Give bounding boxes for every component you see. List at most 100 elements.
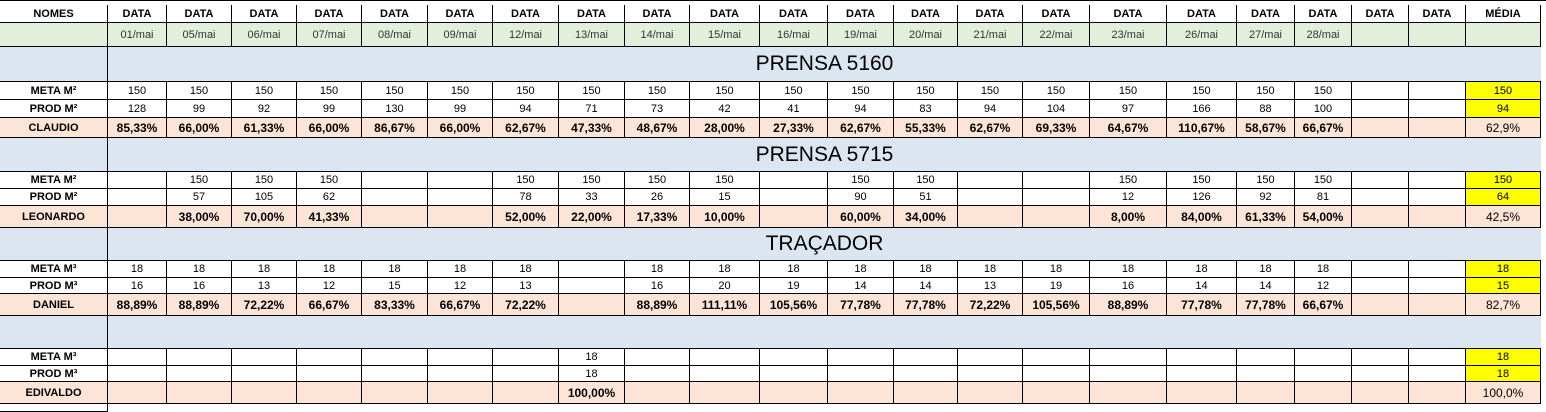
column-header-data[interactable]: DATA (1352, 5, 1409, 23)
prod-value-cell[interactable]: 92 (1237, 189, 1295, 206)
meta-value-cell[interactable]: 150 (232, 82, 297, 100)
prod-value-cell[interactable]: 13 (958, 278, 1023, 294)
prod-value-cell[interactable]: 166 (1167, 100, 1237, 118)
meta-value-cell[interactable]: 150 (1237, 172, 1295, 189)
meta-value-cell[interactable] (958, 172, 1023, 189)
prod-value-cell[interactable]: 16 (625, 278, 690, 294)
column-header-media[interactable]: MÉDIA (1466, 5, 1541, 23)
prod-value-cell[interactable] (428, 189, 493, 206)
percent-cell[interactable]: 55,33% (894, 118, 958, 138)
percent-cell[interactable]: 66,67% (428, 294, 493, 316)
percent-cell[interactable]: 105,56% (1023, 294, 1090, 316)
meta-value-cell[interactable] (690, 349, 760, 366)
meta-value-cell[interactable]: 18 (232, 261, 297, 278)
avg-percent-cell[interactable]: 100,0% (1466, 382, 1541, 404)
date-cell[interactable]: 06/mai (232, 23, 297, 47)
prod-value-cell[interactable]: 15 (690, 189, 760, 206)
prod-value-cell[interactable]: 12 (1090, 189, 1167, 206)
prod-value-cell[interactable] (108, 189, 167, 206)
prod-value-cell[interactable]: 20 (690, 278, 760, 294)
date-cell[interactable]: 12/mai (493, 23, 559, 47)
percent-cell[interactable]: 62,67% (828, 118, 894, 138)
date-cell-media[interactable] (1466, 23, 1541, 47)
percent-cell[interactable] (362, 382, 428, 404)
meta-value-cell[interactable]: 150 (108, 82, 167, 100)
percent-cell[interactable] (690, 382, 760, 404)
prod-value-cell[interactable]: 14 (894, 278, 958, 294)
prod-value-cell[interactable] (1352, 278, 1409, 294)
meta-value-cell[interactable]: 150 (1167, 172, 1237, 189)
percent-cell[interactable] (232, 382, 297, 404)
percent-cell[interactable] (625, 382, 690, 404)
percent-cell[interactable]: 61,33% (232, 118, 297, 138)
percent-cell[interactable]: 105,56% (760, 294, 828, 316)
meta-value-cell[interactable] (625, 349, 690, 366)
prod-value-cell[interactable] (625, 366, 690, 382)
percent-cell[interactable] (828, 382, 894, 404)
column-header-data[interactable]: DATA (894, 5, 958, 23)
percent-cell[interactable] (108, 382, 167, 404)
percent-cell[interactable] (958, 206, 1023, 228)
percent-cell[interactable] (559, 294, 625, 316)
meta-value-cell[interactable]: 150 (625, 82, 690, 100)
meta-value-cell[interactable]: 150 (828, 172, 894, 189)
prod-value-cell[interactable]: 81 (1295, 189, 1352, 206)
meta-value-cell[interactable] (1167, 349, 1237, 366)
meta-value-cell[interactable]: 150 (1237, 82, 1295, 100)
percent-cell[interactable]: 100,00% (559, 382, 625, 404)
percent-cell[interactable]: 58,67% (1237, 118, 1295, 138)
prod-value-cell[interactable]: 33 (559, 189, 625, 206)
meta-value-cell[interactable]: 18 (1023, 261, 1090, 278)
meta-value-cell[interactable] (1409, 349, 1466, 366)
prod-value-cell[interactable]: 105 (232, 189, 297, 206)
prod-value-cell[interactable]: 100 (1295, 100, 1352, 118)
date-cell[interactable]: 08/mai (362, 23, 428, 47)
avg-meta-cell[interactable]: 18 (1466, 261, 1541, 278)
date-cell[interactable]: 26/mai (1167, 23, 1237, 47)
prod-value-cell[interactable]: 99 (167, 100, 232, 118)
date-cell[interactable]: 16/mai (760, 23, 828, 47)
meta-value-cell[interactable]: 150 (1023, 82, 1090, 100)
percent-cell[interactable] (760, 382, 828, 404)
percent-cell[interactable] (958, 382, 1023, 404)
meta-value-cell[interactable]: 150 (493, 172, 559, 189)
meta-value-cell[interactable] (108, 349, 167, 366)
percent-cell[interactable]: 52,00% (493, 206, 559, 228)
meta-value-cell[interactable]: 150 (559, 172, 625, 189)
percent-cell[interactable] (493, 382, 559, 404)
date-cell[interactable]: 01/mai (108, 23, 167, 47)
column-header-names[interactable]: NOMES (0, 5, 108, 23)
prod-value-cell[interactable]: 18 (559, 366, 625, 382)
prod-value-cell[interactable]: 94 (828, 100, 894, 118)
percent-cell[interactable]: 84,00% (1167, 206, 1237, 228)
date-cell[interactable]: 14/mai (625, 23, 690, 47)
prod-value-cell[interactable]: 16 (1090, 278, 1167, 294)
percent-cell[interactable] (894, 382, 958, 404)
meta-value-cell[interactable]: 18 (894, 261, 958, 278)
meta-value-cell[interactable] (297, 349, 362, 366)
meta-value-cell[interactable]: 150 (690, 82, 760, 100)
prod-value-cell[interactable] (1409, 100, 1466, 118)
avg-prod-cell[interactable]: 15 (1466, 278, 1541, 294)
meta-value-cell[interactable]: 150 (625, 172, 690, 189)
meta-value-cell[interactable]: 150 (167, 172, 232, 189)
meta-value-cell[interactable]: 18 (428, 261, 493, 278)
prod-value-cell[interactable]: 19 (760, 278, 828, 294)
prod-label[interactable]: PROD M³ (0, 278, 108, 294)
meta-value-cell[interactable]: 150 (958, 82, 1023, 100)
percent-cell[interactable]: 72,22% (958, 294, 1023, 316)
column-header-data[interactable]: DATA (1090, 5, 1167, 23)
prod-value-cell[interactable]: 94 (958, 100, 1023, 118)
column-header-data[interactable]: DATA (1295, 5, 1352, 23)
meta-label[interactable]: META M² (0, 82, 108, 100)
prod-label[interactable]: PROD M³ (0, 366, 108, 382)
meta-value-cell[interactable] (493, 349, 559, 366)
prod-label[interactable]: PROD M² (0, 100, 108, 118)
column-header-data[interactable]: DATA (1409, 5, 1466, 23)
percent-cell[interactable] (1167, 382, 1237, 404)
percent-cell[interactable] (428, 206, 493, 228)
prod-value-cell[interactable]: 13 (232, 278, 297, 294)
meta-value-cell[interactable] (828, 349, 894, 366)
prod-value-cell[interactable] (828, 366, 894, 382)
percent-cell[interactable] (1352, 382, 1409, 404)
